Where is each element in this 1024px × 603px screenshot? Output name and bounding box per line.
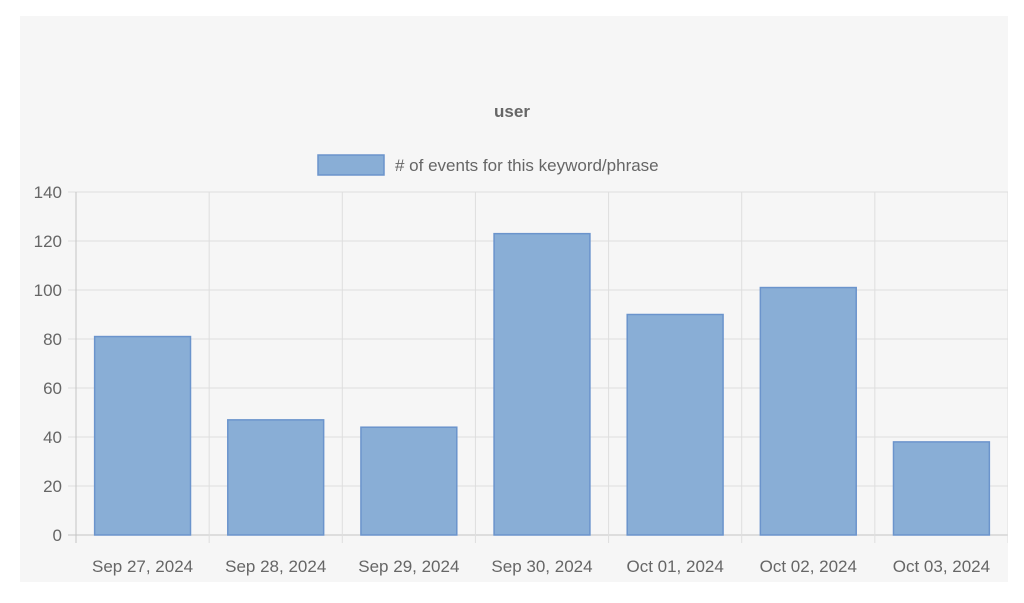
x-tick-label: Sep 30, 2024	[491, 557, 592, 576]
chart-panel: user # of events for this keyword/phrase…	[20, 16, 1008, 582]
x-tick-label: Oct 03, 2024	[893, 557, 990, 576]
x-tick-label: Sep 27, 2024	[92, 557, 193, 576]
x-tick-label: Oct 02, 2024	[760, 557, 857, 576]
chart-legend[interactable]: # of events for this keyword/phrase	[317, 154, 659, 176]
legend-label: # of events for this keyword/phrase	[395, 156, 659, 175]
bar[interactable]	[227, 419, 325, 536]
bars	[93, 232, 991, 536]
bar[interactable]	[892, 441, 991, 536]
y-tick-label: 40	[43, 428, 62, 447]
y-tick-label: 120	[34, 232, 62, 251]
bar[interactable]	[360, 426, 458, 536]
y-tick-label: 60	[43, 379, 62, 398]
bar[interactable]	[759, 286, 857, 536]
y-tick-label: 0	[53, 526, 62, 545]
bar-chart: user # of events for this keyword/phrase…	[34, 102, 1008, 576]
chart-title: user	[494, 102, 530, 121]
y-axis: 0 20 40 60 80 100 120 140	[34, 183, 62, 545]
x-axis: Sep 27, 2024 Sep 28, 2024 Sep 29, 2024 Sep …	[92, 557, 990, 576]
y-tick-label: 20	[43, 477, 62, 496]
x-tick-label: Sep 28, 2024	[225, 557, 326, 576]
y-tick-label: 80	[43, 330, 62, 349]
x-tick-label: Sep 29, 2024	[358, 557, 459, 576]
legend-swatch	[317, 154, 385, 176]
bar[interactable]	[93, 335, 192, 536]
bar[interactable]	[626, 313, 724, 536]
y-tick-label: 100	[34, 281, 62, 300]
y-tick-label: 140	[34, 183, 62, 202]
bar[interactable]	[493, 232, 591, 536]
x-tick-label: Oct 01, 2024	[626, 557, 723, 576]
